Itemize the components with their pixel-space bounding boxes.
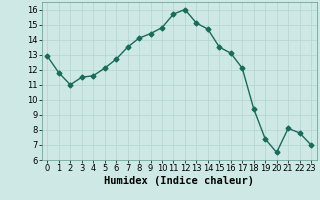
X-axis label: Humidex (Indice chaleur): Humidex (Indice chaleur) — [104, 176, 254, 186]
